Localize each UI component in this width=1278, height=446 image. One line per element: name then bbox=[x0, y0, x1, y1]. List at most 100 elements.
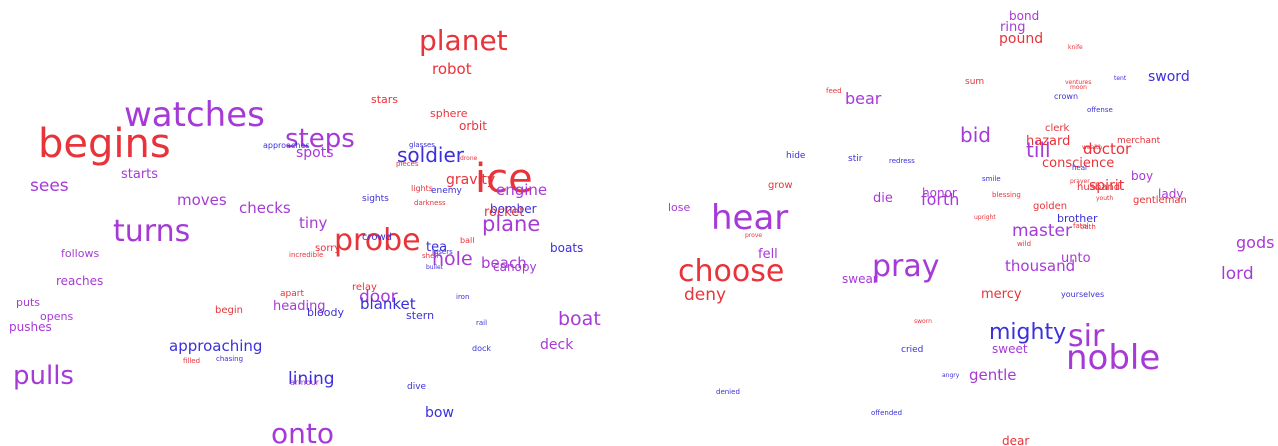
word-cried: cried bbox=[901, 345, 923, 355]
word-wealth: wealth bbox=[1082, 144, 1102, 151]
word-bear: bear bbox=[845, 89, 882, 108]
word-offense: offense bbox=[1087, 106, 1113, 114]
word-shell: shell bbox=[422, 252, 438, 260]
word-blanket: blanket bbox=[360, 295, 416, 313]
word-clerk: clerk bbox=[1045, 123, 1070, 134]
word-spots: spots bbox=[296, 145, 334, 161]
word-approaching: approaching bbox=[169, 337, 262, 355]
word-hide: hide bbox=[786, 151, 806, 161]
word-gravity: gravity bbox=[446, 172, 495, 188]
word-dive: dive bbox=[407, 382, 427, 392]
word-pulls: pulls bbox=[13, 361, 74, 391]
word-boats: boats bbox=[550, 241, 583, 255]
word-darkness: darkness bbox=[414, 199, 446, 207]
word-sword: sword bbox=[1148, 69, 1190, 85]
word-heal: heal bbox=[1072, 164, 1087, 172]
word-sum: sum bbox=[965, 77, 984, 87]
word-moves: moves bbox=[177, 191, 227, 209]
word-pushes: pushes bbox=[9, 320, 52, 334]
word-prayer: prayer bbox=[1070, 178, 1090, 185]
word-door: door bbox=[359, 287, 398, 307]
word-ball: ball bbox=[460, 236, 474, 245]
word-boy: boy bbox=[1131, 169, 1153, 183]
word-merchant: merchant bbox=[1117, 136, 1161, 146]
word-mercy: mercy bbox=[981, 287, 1022, 302]
word-pieces: pieces bbox=[396, 160, 419, 168]
word-dock: dock bbox=[472, 344, 491, 353]
word-sir: sir bbox=[1068, 319, 1105, 354]
word-begins: begins bbox=[38, 121, 171, 167]
word-conscience: conscience bbox=[1042, 156, 1114, 171]
word-checks: checks bbox=[239, 199, 291, 217]
word-stir: stir bbox=[848, 154, 863, 164]
word-lights: lights bbox=[411, 184, 433, 193]
word-chasing: chasing bbox=[216, 355, 243, 363]
word-sphere: sphere bbox=[430, 107, 468, 120]
word-redress: redress bbox=[889, 157, 915, 165]
word-rail: rail bbox=[476, 319, 487, 327]
word-youth: youth bbox=[1096, 195, 1113, 202]
word-stars: stars bbox=[371, 93, 398, 106]
word-pound: pound bbox=[999, 31, 1043, 47]
word-fatal: fatal bbox=[1073, 222, 1089, 230]
word-swear: swear bbox=[842, 272, 878, 286]
word-unto: unto bbox=[1061, 251, 1091, 266]
word-watches: watches bbox=[124, 95, 265, 135]
word-enemy: enemy bbox=[431, 186, 463, 196]
word-bloody: bloody bbox=[307, 306, 344, 319]
word-spirit: spirit bbox=[1089, 178, 1125, 194]
word-bomber: bomber bbox=[490, 202, 537, 216]
word-knife: knife bbox=[1068, 44, 1083, 51]
word-dear: dear bbox=[1002, 434, 1029, 446]
word-orbit: orbit bbox=[459, 119, 487, 133]
word-wild: wild bbox=[1017, 240, 1031, 248]
word-thousand: thousand bbox=[1005, 257, 1075, 275]
word-sights: sights bbox=[362, 194, 389, 204]
word-angry: angry bbox=[942, 372, 960, 379]
word-stern: stern bbox=[406, 309, 434, 322]
word-filled: filled bbox=[183, 357, 200, 365]
word-crowd: crowd bbox=[362, 232, 392, 243]
word-pray: pray bbox=[872, 249, 940, 284]
word-gods: gods bbox=[1236, 233, 1274, 252]
word-tea: tea bbox=[426, 240, 447, 255]
word-plane: plane bbox=[482, 212, 540, 236]
word-boat: boat bbox=[558, 308, 601, 330]
word-denied: denied bbox=[716, 388, 740, 396]
word-reaches: reaches bbox=[56, 274, 103, 288]
word-tiny: tiny bbox=[299, 214, 328, 232]
word-tent: tent bbox=[1114, 75, 1127, 82]
word-yourselves: yourselves bbox=[1061, 290, 1104, 299]
word-lord: lord bbox=[1221, 264, 1254, 284]
word-sweet: sweet bbox=[992, 342, 1028, 356]
word-robot: robot bbox=[432, 60, 472, 78]
word-sees: sees bbox=[30, 176, 69, 196]
word-mighty: mighty bbox=[989, 320, 1066, 345]
word-offended: offended bbox=[871, 409, 902, 417]
word-grow: grow bbox=[768, 180, 793, 191]
word-approaches: approaches bbox=[263, 141, 310, 150]
word-lasers: lasers bbox=[432, 248, 453, 256]
word-relay: relay bbox=[352, 282, 377, 293]
word-steps: steps bbox=[285, 124, 355, 154]
word-moon: moon bbox=[1070, 84, 1087, 91]
word-forth: forth bbox=[921, 190, 959, 209]
word-opens: opens bbox=[40, 310, 73, 323]
word-fell: fell bbox=[758, 247, 778, 262]
word-upright: upright bbox=[974, 214, 996, 221]
word-hole: hole bbox=[432, 248, 473, 270]
word-golden: golden bbox=[1033, 201, 1067, 212]
word-follows: follows bbox=[61, 247, 99, 260]
word-crown: crown bbox=[1054, 92, 1078, 101]
word-engine: engine bbox=[496, 181, 547, 199]
word-heading: heading bbox=[273, 299, 326, 314]
word-armour: armour bbox=[290, 378, 320, 387]
word-lining: lining bbox=[288, 369, 335, 389]
word-canopy: canopy bbox=[493, 260, 537, 274]
word-blessing: blessing bbox=[992, 191, 1021, 199]
word-bow: bow bbox=[425, 405, 454, 421]
word-doctor: doctor bbox=[1083, 140, 1132, 158]
word-feed: feed bbox=[826, 87, 842, 95]
word-apart: apart bbox=[280, 289, 304, 299]
